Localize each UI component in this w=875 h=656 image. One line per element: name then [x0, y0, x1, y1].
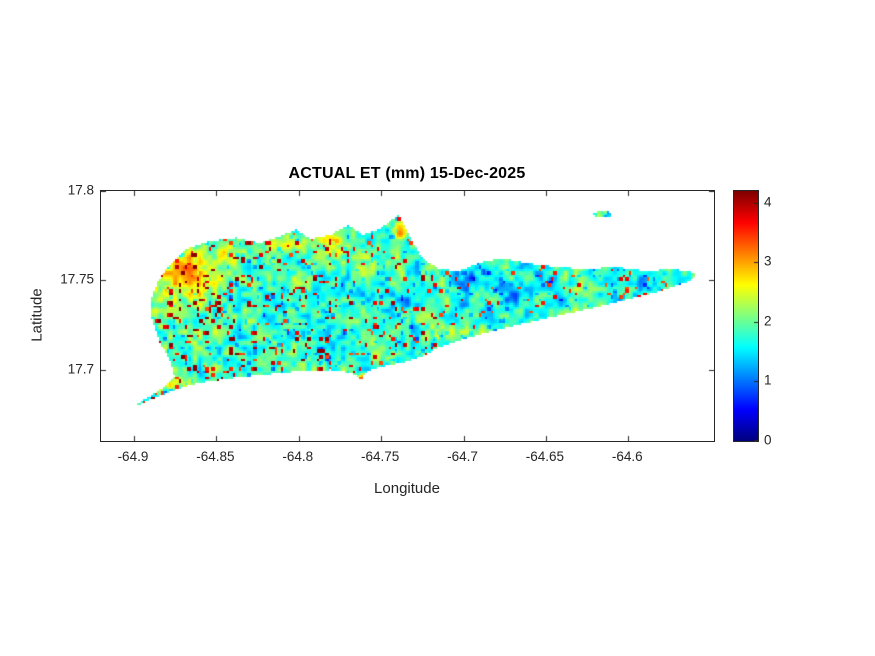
x-tick-label: -64.65: [525, 449, 565, 464]
y-axis-label: Latitude: [28, 288, 46, 342]
colorbar-tick-label: 1: [764, 372, 772, 388]
colorbar-tick-label: 3: [764, 253, 772, 269]
x-tick-label: -64.6: [611, 449, 643, 464]
y-tick-label: 17.8: [67, 182, 94, 198]
x-tick-label: -64.7: [447, 449, 478, 464]
y-tick-label: 17.7: [67, 361, 94, 377]
colorbar-tick-label: 0: [764, 432, 772, 448]
colorbar: [733, 190, 759, 442]
colorbar-tick-label: 2: [764, 313, 772, 329]
y-tick-label: 17.75: [60, 271, 94, 287]
chart-title: ACTUAL ET (mm) 15-Dec-2025: [288, 165, 526, 182]
colorbar-gradient-canvas: [734, 191, 758, 441]
x-tick-label: -64.9: [117, 449, 149, 464]
x-axis-label: Longitude: [374, 480, 440, 497]
x-tick-label: -64.75: [360, 449, 400, 464]
heatmap-canvas: [101, 191, 714, 441]
colorbar-tick-label: 4: [764, 194, 772, 210]
x-tick-label: -64.8: [282, 449, 314, 464]
plot-area: [100, 190, 715, 442]
x-tick-label: -64.85: [196, 449, 235, 464]
